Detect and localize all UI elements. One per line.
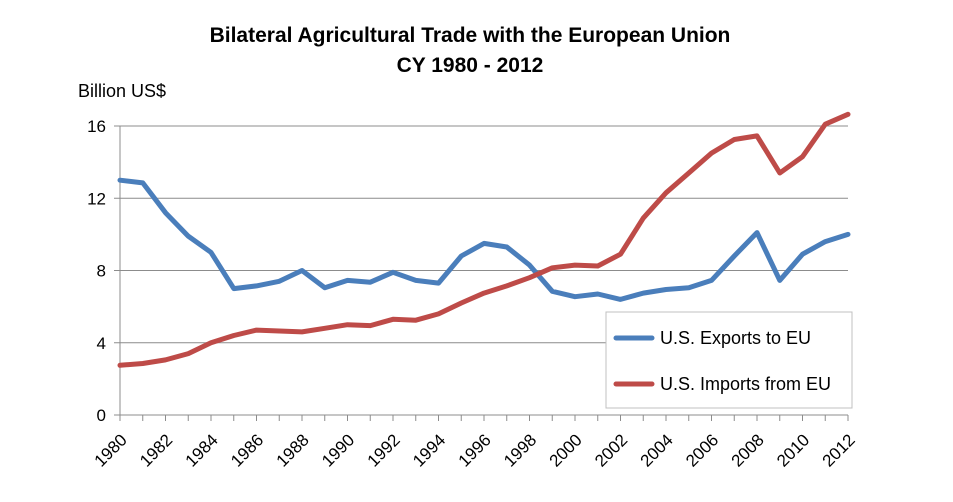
legend-box [605,311,853,409]
x-tick-label: 2010 [773,430,813,470]
x-axis: 1980 1982 1984 1986 1988 1990 1992 1994 1996 1998… [91,414,859,471]
y-axis-ticks: 0 4 8 12 16 [87,117,121,425]
y-tick-label: 0 [97,406,106,425]
y-tick-label: 4 [97,334,106,353]
x-tick-label: 1982 [136,430,176,470]
y-tick-label: 16 [87,117,106,136]
y-tick-label: 8 [97,262,106,281]
x-tick-label: 2002 [591,430,631,470]
x-tick-label: 2006 [682,430,722,470]
x-tick-label: 2008 [728,430,768,470]
x-tick-label: 1998 [500,430,540,470]
x-tick-label: 1986 [227,430,267,470]
legend: U.S. Exports to EU U.S. Imports from EU [605,311,853,409]
x-tick-label: 1988 [273,430,313,470]
gridlines [120,125,848,344]
x-tick-label: 1992 [364,430,404,470]
x-tick-label: 2004 [637,430,677,470]
y-axis-label: Billion US$ [78,81,166,101]
x-tick-label: 1984 [182,430,222,470]
x-tick-label: 1990 [318,430,358,470]
y-tick-label: 12 [87,189,106,208]
series-line-exports [117,177,851,302]
series-lines [117,111,851,368]
x-tick-label: 1996 [455,430,495,470]
legend-label-exports: U.S. Exports to EU [660,328,811,348]
x-tick-label: 2012 [819,430,859,470]
chart-title: Bilateral Agricultural Trade with the Eu… [210,24,731,47]
x-tick-label: 2000 [546,430,586,470]
x-tick-label: 1994 [409,430,449,470]
x-tick-label: 1980 [91,430,131,470]
series-line-imports [117,111,851,368]
chart-subtitle: CY 1980 - 2012 [397,54,544,77]
legend-label-imports: U.S. Imports from EU [660,374,831,394]
